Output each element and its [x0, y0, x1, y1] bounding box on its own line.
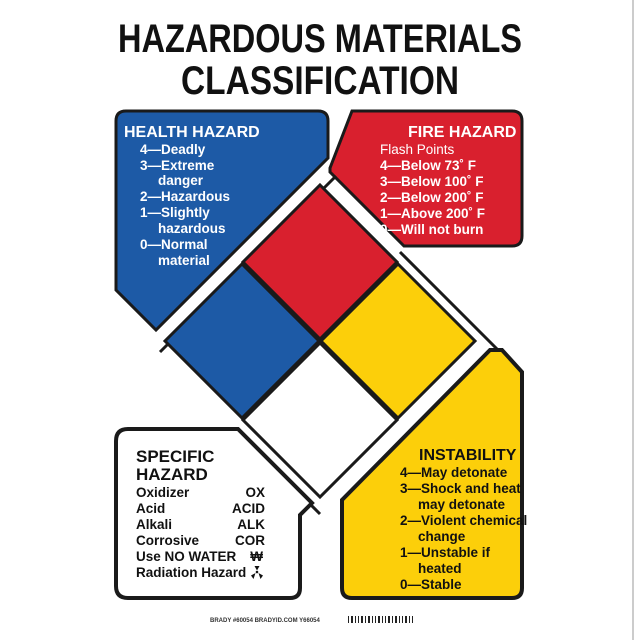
instability-item: 1—Unstable if	[400, 545, 491, 560]
fire-item: 4—Below 73˚ F	[380, 158, 476, 173]
fire-item: 3—Below 100˚ F	[380, 174, 484, 189]
health-hazard-panel	[114, 109, 330, 333]
instability-item: 2—Violent chemical	[400, 513, 527, 528]
health-item: 2—Hazardous	[140, 189, 230, 204]
instability-item: heated	[418, 561, 462, 576]
specific-label: Radiation Hazard	[136, 565, 246, 580]
health-item: 3—Extreme	[140, 158, 215, 173]
fire-heading: FIRE HAZARD	[408, 124, 516, 141]
instability-item: 0—Stable	[400, 577, 462, 592]
instability-panel	[340, 348, 524, 600]
fire-hazard-panel	[328, 109, 524, 248]
instability-item: 3—Shock and heat	[400, 481, 521, 496]
health-item: danger	[158, 173, 204, 188]
title-line-2: CLASSIFICATION	[181, 59, 459, 103]
health-item: 4—Deadly	[140, 142, 206, 157]
fire-item: 0—Will not burn	[380, 222, 483, 237]
diamond-blue	[162, 261, 322, 421]
health-item: 1—Slightly	[140, 205, 210, 220]
instability-item: 4—May detonate	[400, 465, 508, 480]
health-item: hazardous	[158, 221, 226, 236]
nfpa-diamond	[162, 182, 478, 500]
footer-text: BRADY #60054 BRADYID.COM Y66054	[210, 618, 320, 624]
specific-heading-1: SPECIFIC	[136, 447, 214, 466]
specific-label: Corrosive	[136, 533, 200, 548]
diamond-white	[240, 340, 400, 500]
diamond-yellow	[318, 261, 478, 421]
instability-item: may detonate	[418, 497, 506, 512]
fire-item: 2—Below 200˚ F	[380, 190, 484, 205]
radiation-icon	[251, 566, 263, 579]
specific-code: ALK	[237, 517, 265, 532]
specific-label: Acid	[136, 501, 165, 516]
health-item: material	[158, 253, 210, 268]
specific-code: OX	[245, 485, 265, 500]
fire-item: 1—Above 200˚ F	[380, 206, 485, 221]
specific-hazard-panel	[114, 427, 315, 600]
diamond-red	[240, 182, 400, 342]
specific-label: Alkali	[136, 517, 172, 532]
health-heading: HEALTH HAZARD	[124, 124, 260, 141]
fire-subheading: Flash Points	[380, 142, 455, 157]
specific-code: ACID	[232, 501, 265, 516]
no-water-icon: ₩	[250, 549, 263, 564]
specific-label: Use NO WATER	[136, 549, 237, 564]
specific-heading-2: HAZARD	[136, 465, 208, 484]
instability-item: change	[418, 529, 466, 544]
health-item: 0—Normal	[140, 237, 208, 252]
instability-heading: INSTABILITY	[419, 447, 517, 464]
title-line-1: HAZARDOUS MATERIALS	[118, 17, 522, 61]
specific-label: Oxidizer	[136, 485, 190, 500]
barcode	[348, 616, 413, 623]
specific-code: COR	[235, 533, 265, 548]
